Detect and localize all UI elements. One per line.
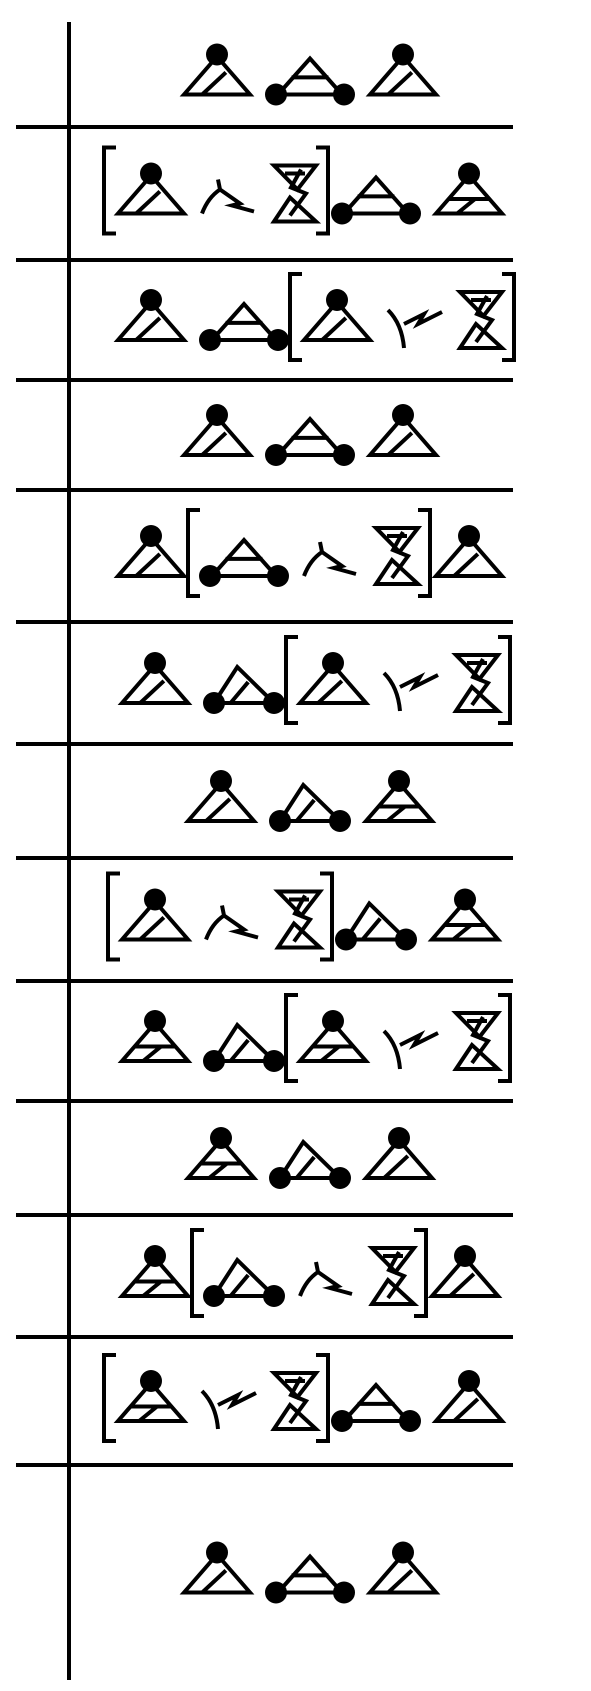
peak-a-glyph [295, 652, 371, 705]
right-bracket [498, 993, 512, 1083]
link-up-glyph [386, 308, 443, 349]
peak-c-glyph [431, 162, 507, 216]
left-bracket [284, 635, 298, 725]
hourglass-glyph [451, 1011, 504, 1071]
peak-c-glyph [295, 1010, 371, 1063]
peak-c-glyph [117, 1245, 193, 1298]
peak-c-glyph [183, 1127, 259, 1180]
right-bracket [320, 871, 334, 962]
glyph-row [102, 1353, 507, 1443]
peak-c-glyph [361, 770, 437, 823]
right-bracket [502, 272, 516, 362]
link-down-glyph [298, 1261, 353, 1297]
peak-a-glyph [179, 43, 255, 97]
peak-b-glyph [199, 300, 289, 351]
hourglass-glyph [269, 1371, 322, 1431]
right-bracket [316, 145, 330, 236]
left-bracket [288, 272, 302, 362]
glyph-row [179, 43, 441, 106]
glyph-row [113, 508, 507, 598]
peak-a-glyph [113, 525, 189, 578]
hourglass-glyph [451, 653, 504, 713]
peak-a-glyph [427, 1245, 503, 1298]
peak-a-glyph [365, 43, 441, 97]
peak-a-glyph [113, 289, 189, 342]
peak-d-glyph [203, 663, 285, 714]
glyph-row [179, 1541, 441, 1604]
peak-a-glyph [365, 404, 441, 457]
link-up-glyph [200, 1389, 257, 1430]
peak-d-glyph [203, 1021, 285, 1072]
hourglass-glyph [367, 1246, 420, 1306]
link-up-glyph [382, 671, 439, 712]
peak-c-glyph [113, 1370, 189, 1423]
peak-a-glyph [365, 1541, 441, 1595]
left-bracket [106, 871, 120, 962]
peak-a-glyph [117, 888, 193, 942]
right-bracket [414, 1228, 428, 1318]
glyph-row [113, 272, 516, 362]
peak-b-glyph [265, 1553, 355, 1604]
link-up-glyph [382, 1029, 439, 1070]
link-down-glyph [200, 179, 255, 215]
peak-b-glyph [331, 1381, 421, 1432]
peak-a-glyph [179, 1541, 255, 1595]
peak-b-glyph [265, 415, 355, 466]
peak-a-glyph [361, 1127, 437, 1180]
peak-b-glyph [265, 55, 355, 106]
link-down-glyph [204, 905, 259, 941]
left-bracket [102, 145, 116, 236]
peak-d-glyph [269, 781, 351, 832]
hourglass-glyph [269, 163, 322, 224]
peak-a-glyph [183, 770, 259, 823]
glyph-row [102, 145, 507, 236]
glyph-rows [102, 43, 516, 1604]
peak-d-glyph [335, 900, 417, 951]
peak-c-glyph [117, 1010, 193, 1063]
peak-a-glyph [117, 652, 193, 705]
left-bracket [284, 993, 298, 1083]
glyph-row [179, 404, 441, 466]
right-bracket [418, 508, 432, 598]
peak-a-glyph [431, 1370, 507, 1423]
glyph-row [106, 871, 503, 962]
link-down-glyph [302, 541, 357, 577]
right-bracket [316, 1353, 330, 1443]
peak-a-glyph [179, 404, 255, 457]
hourglass-glyph [455, 290, 508, 350]
glyph-row [117, 1228, 503, 1318]
peak-c-glyph [427, 888, 503, 942]
hourglass-glyph [371, 526, 424, 586]
left-bracket [102, 1353, 116, 1443]
peak-b-glyph [199, 536, 289, 587]
right-bracket [498, 635, 512, 725]
glyph-row [117, 993, 512, 1083]
left-bracket [190, 1228, 204, 1318]
peak-a-glyph [431, 525, 507, 578]
glyph-row [117, 635, 512, 725]
glyph-row [183, 1127, 437, 1189]
peak-d-glyph [203, 1256, 285, 1307]
peak-a-glyph [299, 289, 375, 342]
peak-d-glyph [269, 1138, 351, 1189]
hourglass-glyph [273, 889, 326, 950]
peak-a-glyph [113, 162, 189, 216]
peak-b-glyph [331, 174, 421, 225]
glyph-row [183, 770, 437, 832]
left-bracket [186, 508, 200, 598]
table-rules [16, 22, 513, 1680]
